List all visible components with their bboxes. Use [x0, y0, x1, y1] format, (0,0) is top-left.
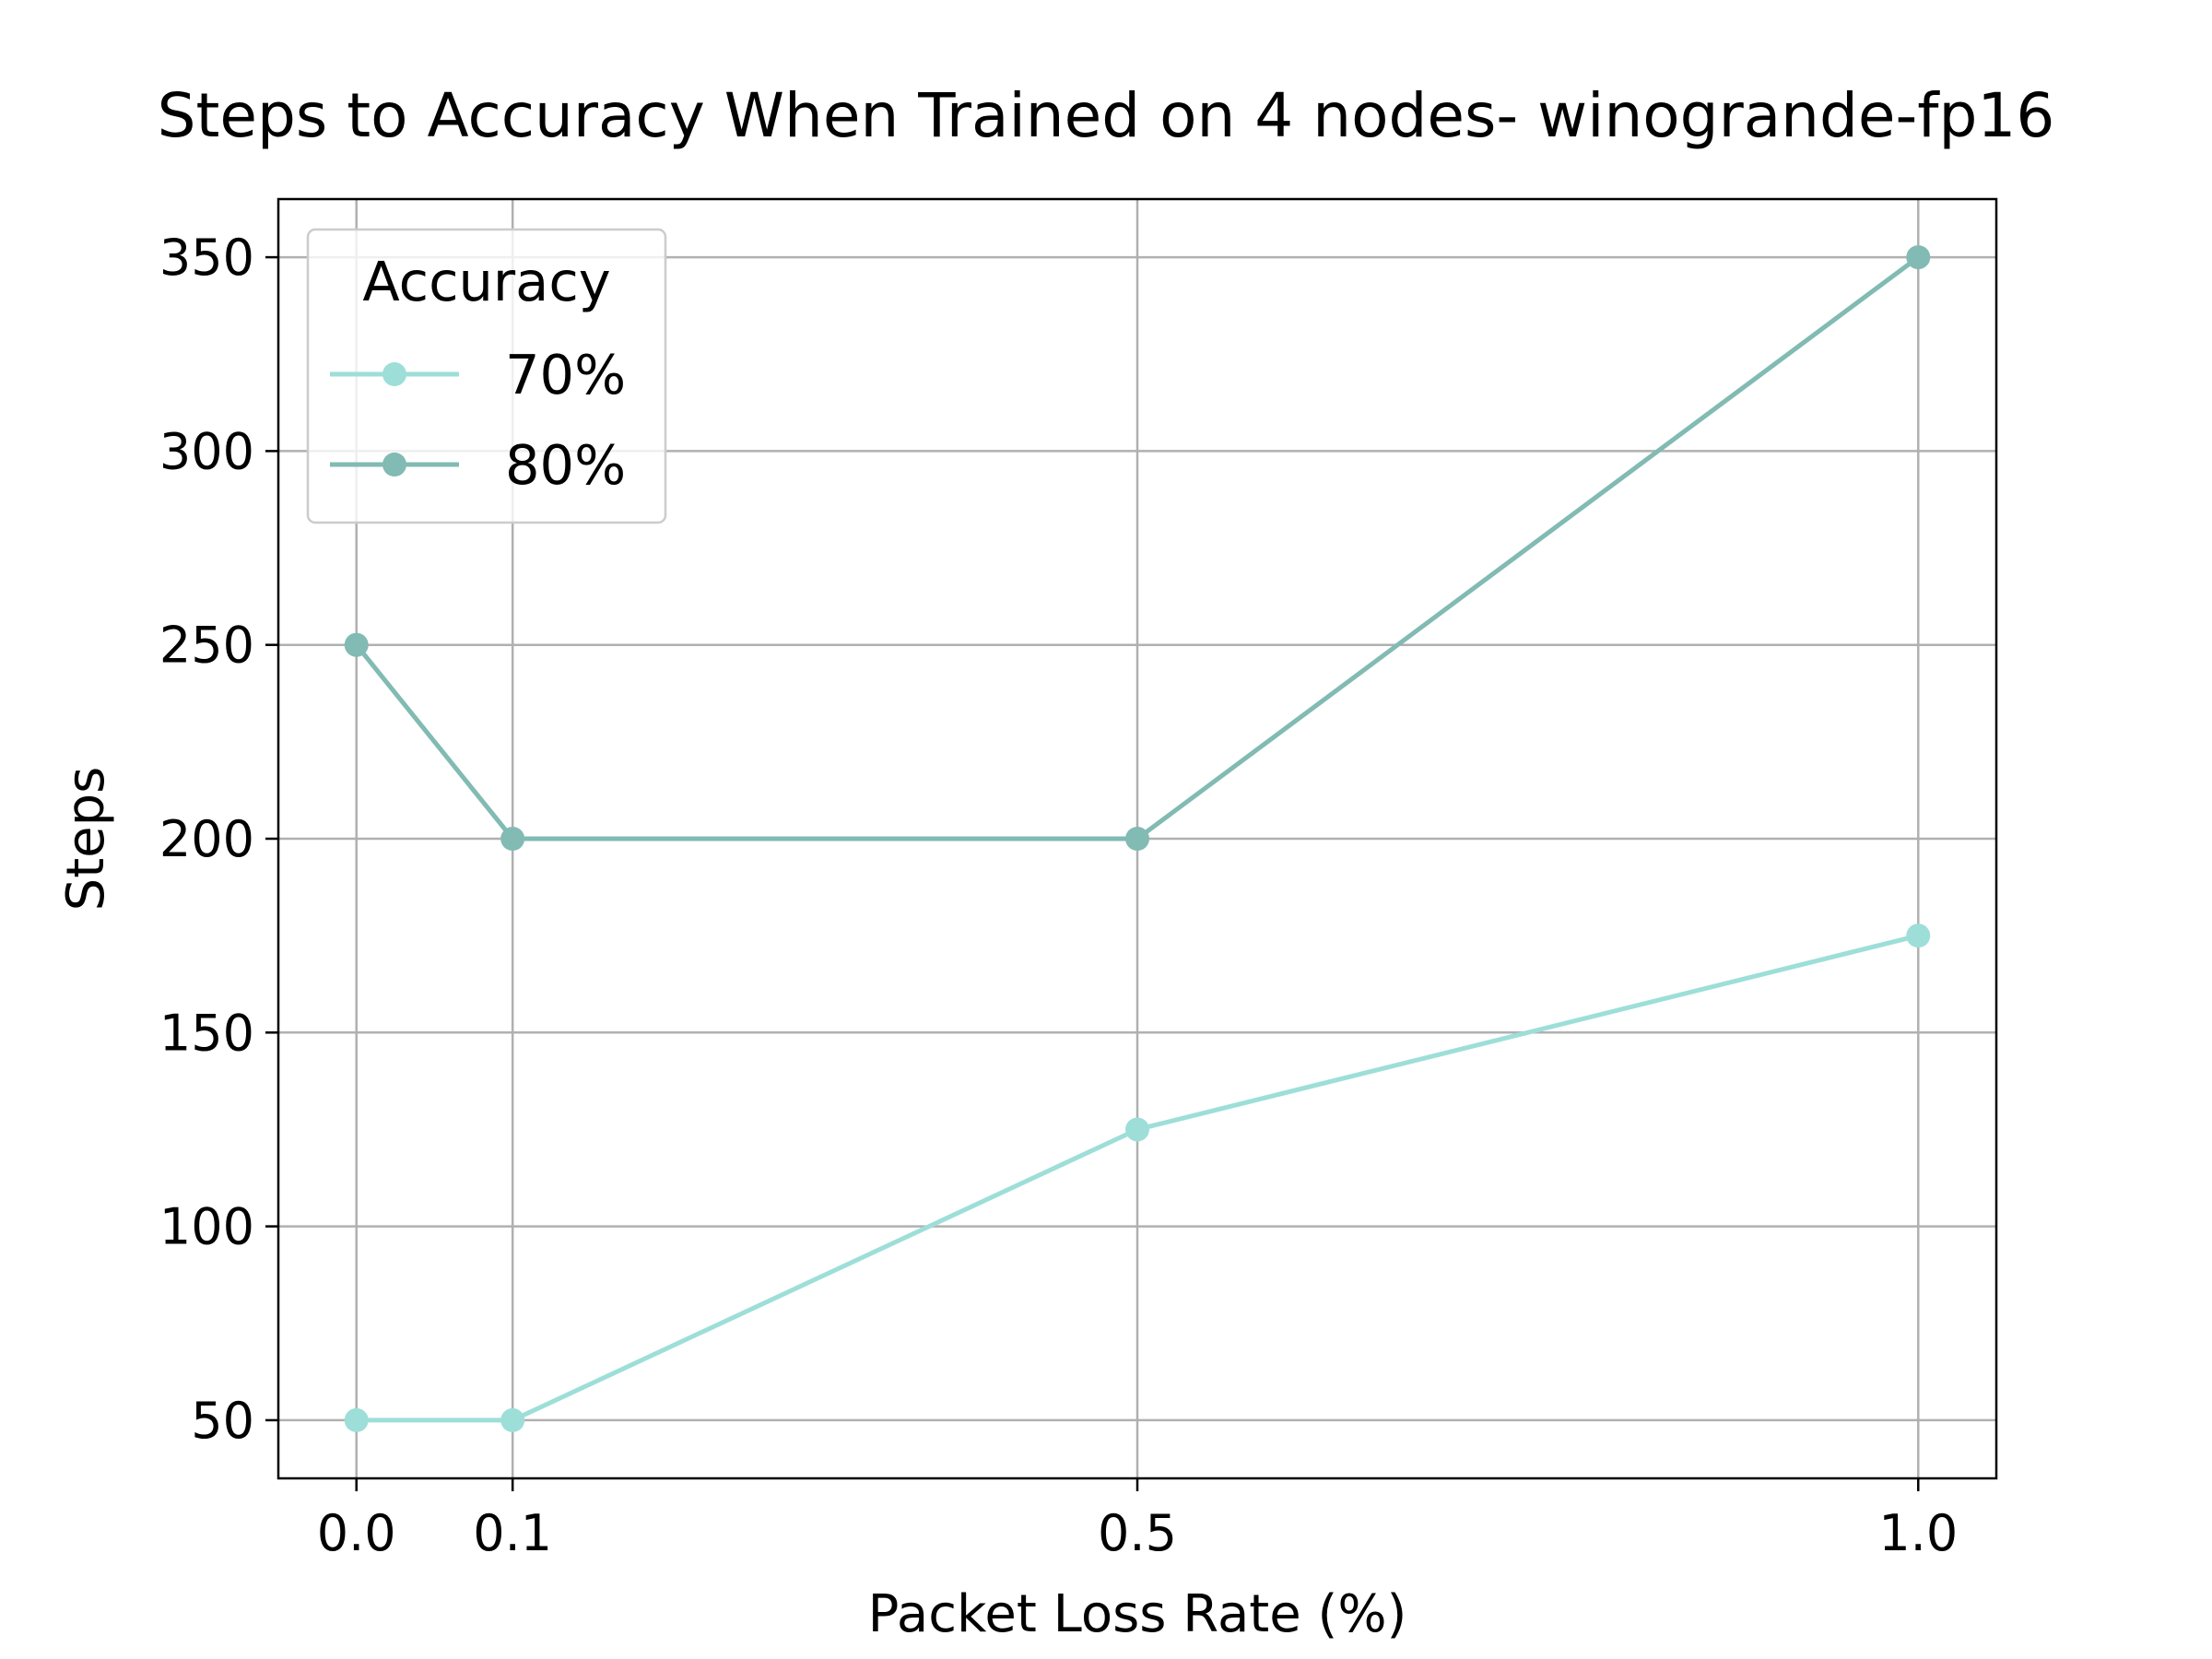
y-tick-label: 200 [159, 810, 254, 868]
legend-label-1: 70% [505, 343, 626, 406]
x-tick-label: 0.0 [317, 1504, 396, 1562]
y-tick-label: 350 [159, 229, 254, 287]
y-tick-label: 50 [191, 1392, 254, 1450]
series-line-1 [356, 933, 1919, 1423]
legend-marker-1 [382, 362, 406, 386]
series-line-2 [354, 255, 1920, 841]
y-tick-label: 250 [159, 617, 254, 675]
series-1-point [344, 1407, 369, 1432]
series-1-point [1906, 924, 1931, 948]
series-2-point [500, 827, 525, 851]
chart-title: Steps to Accuracy When Trained on 4 node… [158, 80, 2055, 151]
legend-box [306, 228, 667, 524]
series-2-point [344, 632, 369, 657]
x-tick-label: 1.0 [1878, 1504, 1958, 1562]
x-tick-label: 0.1 [473, 1504, 552, 1562]
series-2-point [1906, 245, 1931, 270]
legend: Accuracy 70% 80% [306, 228, 667, 524]
y-tick-label: 150 [159, 1004, 254, 1062]
axis-ticks: 0.0 0.1 0.5 1.0 50 100 150 200 250 300 350 [159, 229, 1958, 1562]
legend-title: Accuracy [362, 250, 610, 313]
legend-label-2: 80% [505, 433, 626, 497]
x-axis-label: Packet Loss Rate (%) [868, 1584, 1407, 1644]
series-2-point [1125, 827, 1149, 851]
series-1-point [1125, 1117, 1149, 1142]
legend-marker-2 [382, 453, 406, 477]
y-tick-label: 100 [159, 1198, 254, 1256]
series-1-point [500, 1407, 525, 1432]
series-layer [344, 245, 1931, 1432]
y-axis-label: Steps [56, 767, 116, 912]
x-tick-label: 0.5 [1098, 1504, 1177, 1562]
y-tick-label: 300 [159, 422, 254, 480]
